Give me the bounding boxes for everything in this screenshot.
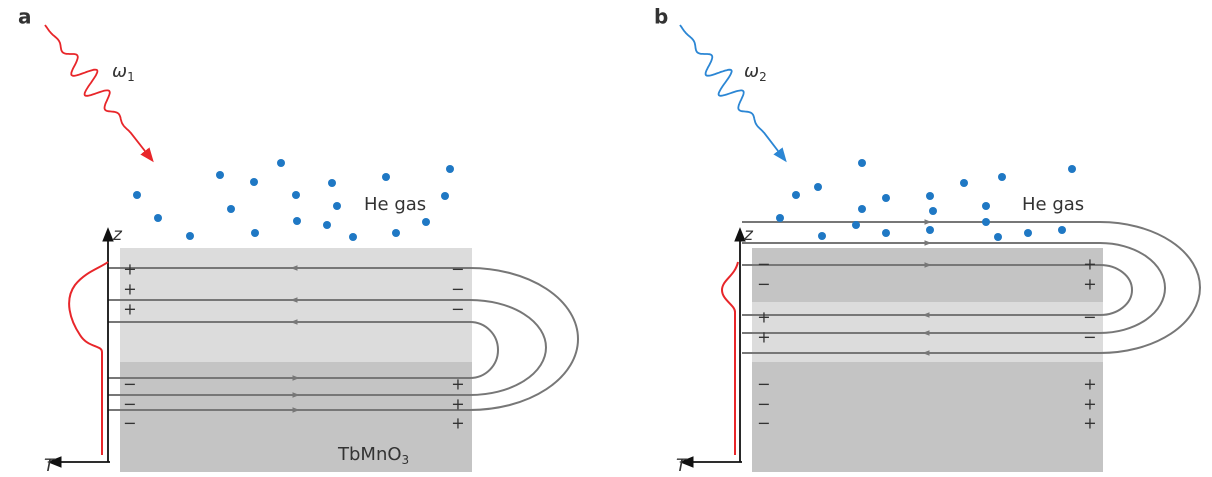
light-wave (44, 24, 154, 163)
axis-z-label: z (743, 225, 754, 245)
dark-layer (752, 248, 1103, 302)
gas-label: He gas (364, 194, 426, 215)
frequency-symbol: ω (112, 61, 127, 82)
frequency-subscript: 2 (759, 70, 767, 84)
axes (47, 227, 746, 468)
material-name: TbMnO (337, 444, 402, 465)
charge-sign: + (451, 414, 464, 433)
gas-label: He gas (1022, 194, 1084, 215)
charge-sign: + (1083, 275, 1096, 294)
frequency-label: ω2 (744, 61, 767, 84)
charge-sign: − (757, 395, 770, 414)
charge-sign: − (451, 260, 464, 279)
axis-z-label: z (112, 225, 123, 245)
panel-label: a (18, 5, 32, 29)
frequency-symbol: ω (744, 61, 759, 82)
light-layer (120, 248, 472, 362)
material-label: TbMnO3 (337, 444, 409, 467)
charge-sign: − (451, 300, 464, 319)
charge-sign: + (1083, 414, 1096, 433)
charge-sign: + (123, 280, 136, 299)
charge-sign: − (123, 375, 136, 394)
frequency-label: ω1 (112, 61, 135, 84)
charge-sign: + (1083, 375, 1096, 394)
panel-label: b (654, 5, 668, 29)
charge-sign: − (123, 414, 136, 433)
frequency-subscript: 1 (127, 70, 135, 84)
charge-sign: − (451, 280, 464, 299)
charge-sign: + (123, 300, 136, 319)
charge-sign: − (757, 375, 770, 394)
axis-t-label: T (44, 456, 56, 476)
field-lines (108, 221, 1201, 411)
charge-sign: − (757, 414, 770, 433)
dark-layer (752, 362, 1103, 472)
gas-atoms (133, 159, 1076, 241)
charge-sign: + (451, 395, 464, 414)
charge-sign: + (1083, 395, 1096, 414)
charge-sign: − (1083, 308, 1096, 327)
charge-sign: + (451, 375, 464, 394)
charge-sign: − (757, 255, 770, 274)
charge-sign: + (123, 260, 136, 279)
charge-sign: − (757, 275, 770, 294)
charge-sign: + (1083, 255, 1096, 274)
temperature-profile (68, 261, 739, 455)
charge-sign: + (757, 328, 770, 347)
charge-sign: − (123, 395, 136, 414)
light-wave (679, 24, 787, 163)
axis-t-label: T (676, 456, 688, 476)
charge-sign: + (757, 308, 770, 327)
charge-sign: − (1083, 328, 1096, 347)
material-subscript: 3 (402, 453, 410, 467)
